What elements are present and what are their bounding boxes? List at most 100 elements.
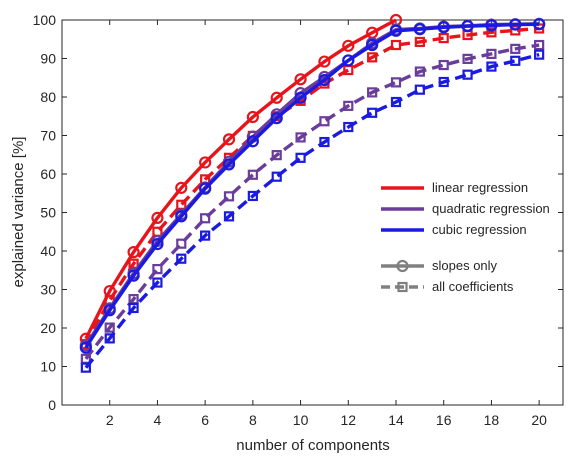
- y-tick-label: 20: [40, 320, 56, 336]
- data-point: [342, 39, 355, 52]
- data-point: [199, 156, 212, 169]
- data-point: [462, 69, 473, 80]
- data-point: [414, 66, 425, 77]
- data-point: [343, 100, 354, 111]
- data-point: [534, 39, 545, 51]
- x-tick-label: 2: [106, 412, 114, 428]
- data-point: [318, 73, 331, 87]
- data-point: [295, 152, 306, 163]
- data-point: [152, 277, 163, 288]
- data-point: [223, 211, 235, 222]
- data-point: [246, 135, 259, 148]
- y-tick-label: 0: [48, 397, 56, 413]
- data-point: [199, 182, 212, 195]
- y-axis-label: explained variance [%]: [10, 137, 27, 288]
- legend-marker: [397, 281, 408, 293]
- data-point: [414, 36, 425, 48]
- x-tick-label: 6: [201, 412, 209, 428]
- x-tick-label: 12: [340, 412, 356, 428]
- y-tick-label: 90: [40, 51, 56, 67]
- data-point: [128, 302, 139, 314]
- series-cubic-regression-all-coefficients: [80, 49, 545, 373]
- x-tick-label: 20: [531, 412, 547, 428]
- legend-label: all coefficients: [432, 279, 514, 294]
- series-quadratic-regression-all-coefficients: [80, 39, 545, 364]
- data-point: [295, 132, 306, 143]
- data-point: [223, 191, 235, 202]
- data-point: [79, 341, 92, 354]
- axes: 0 10 20 30 40 50 60 70 80 90 100 2 4 6 8 10 12 14 16 18 20: [33, 12, 564, 428]
- series-cubic-regression-slopes-only: [79, 18, 546, 354]
- data-point: [271, 171, 282, 182]
- x-tick-label: 16: [436, 412, 452, 428]
- data-point: [462, 53, 473, 64]
- y-tick-label: 40: [40, 243, 56, 259]
- y-tick-label: 10: [40, 359, 56, 375]
- data-point: [151, 237, 164, 251]
- data-point: [270, 112, 283, 125]
- data-point: [176, 253, 187, 264]
- data-point: [104, 333, 115, 344]
- legend-marker: [396, 259, 409, 273]
- x-tick-label: 4: [154, 412, 162, 428]
- data-point: [367, 52, 378, 63]
- data-point: [485, 19, 498, 32]
- data-point: [222, 158, 236, 171]
- data-point: [151, 211, 164, 224]
- legend-label: linear regression: [432, 180, 528, 195]
- data-point: [294, 91, 307, 104]
- data-point: [127, 246, 140, 259]
- x-axis-label: number of components: [236, 437, 389, 454]
- data-point: [367, 107, 378, 118]
- data-point: [200, 230, 211, 241]
- data-point: [152, 263, 163, 275]
- y-tick-label: 30: [40, 282, 56, 298]
- data-point: [367, 87, 378, 98]
- data-point: [438, 59, 449, 71]
- data-point: [389, 24, 403, 37]
- series-line: [84, 18, 397, 340]
- data-point: [342, 54, 355, 67]
- y-tick-label: 60: [40, 166, 56, 182]
- data-point: [80, 362, 91, 373]
- legend-label: slopes only: [432, 258, 498, 273]
- x-tick-label: 8: [249, 412, 257, 428]
- data-point: [437, 21, 450, 34]
- data-point: [413, 23, 426, 36]
- data-point: [127, 269, 140, 282]
- data-point: [414, 84, 425, 95]
- data-point: [510, 55, 521, 66]
- data-point: [246, 110, 259, 124]
- data-point: [175, 181, 188, 194]
- data-point: [438, 32, 449, 44]
- data-point: [294, 73, 307, 86]
- y-tick-label: 50: [40, 205, 56, 221]
- data-point: [509, 18, 522, 31]
- data-point: [319, 136, 330, 148]
- x-tick-label: 10: [293, 412, 309, 428]
- data-point: [176, 238, 187, 249]
- data-point: [510, 25, 521, 36]
- series-layer: [79, 13, 546, 373]
- data-point: [222, 133, 236, 146]
- data-point: [175, 210, 188, 223]
- y-tick-label: 100: [33, 12, 57, 28]
- data-point: [533, 18, 546, 31]
- data-point: [319, 116, 330, 127]
- data-point: [343, 121, 354, 133]
- data-point: [486, 48, 497, 59]
- y-tick-label: 70: [40, 128, 56, 144]
- data-point: [510, 43, 521, 54]
- data-point: [200, 213, 211, 224]
- data-point: [390, 39, 402, 51]
- data-point: [486, 27, 497, 38]
- legend-label: cubic regression: [432, 222, 527, 237]
- data-point: [438, 76, 449, 88]
- data-point: [247, 190, 258, 202]
- x-tick-label: 18: [484, 412, 500, 428]
- data-point: [247, 169, 258, 180]
- data-point: [103, 304, 116, 317]
- data-point: [486, 61, 497, 72]
- data-point: [534, 49, 545, 60]
